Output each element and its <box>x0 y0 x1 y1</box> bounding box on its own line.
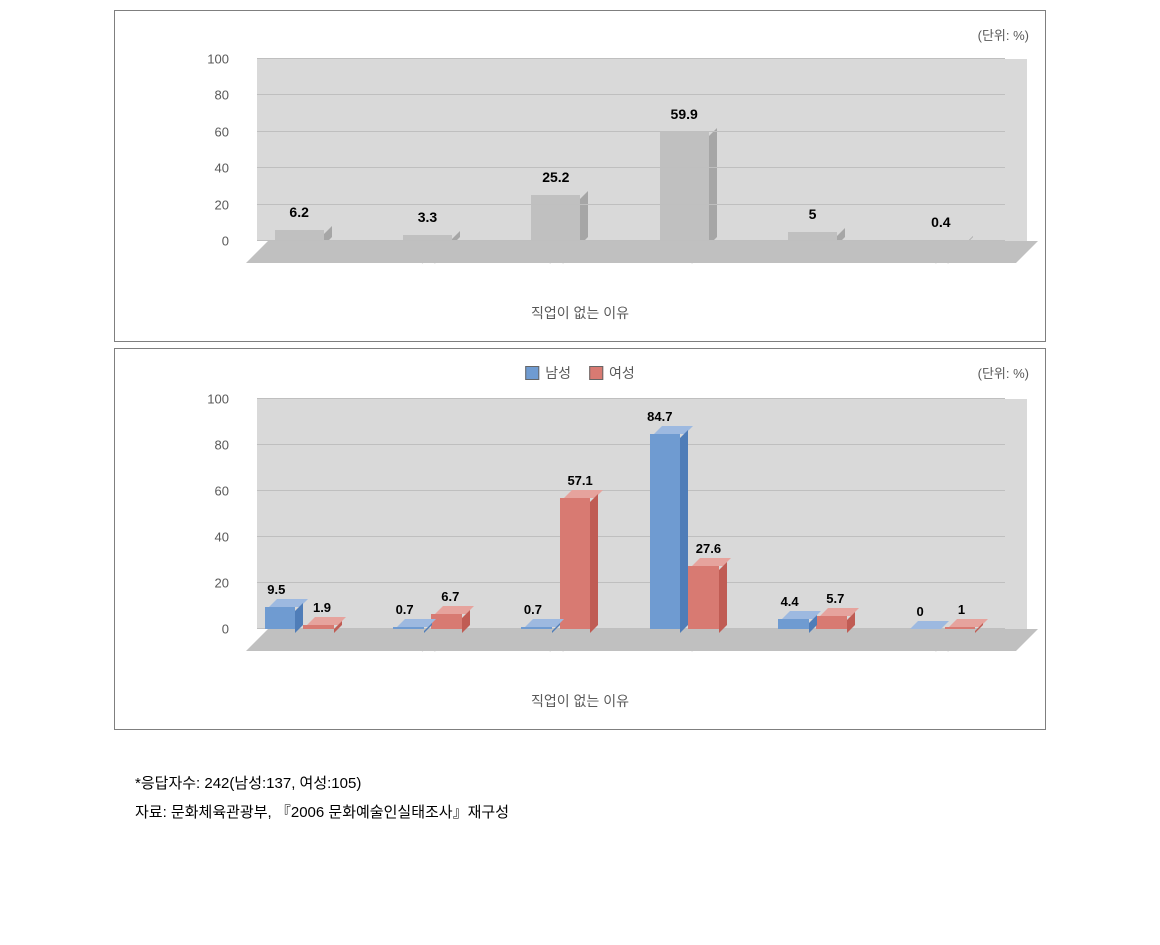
legend-swatch <box>525 366 539 380</box>
category-slot: 84.727.6은퇴 <box>620 399 748 629</box>
value-label: 84.7 <box>647 409 672 424</box>
value-label: 3.3 <box>418 209 437 225</box>
value-label: 0.4 <box>931 214 950 230</box>
category-slot: 9.51.9실업 <box>235 399 363 629</box>
category-slot: 59.9은퇴 <box>620 59 748 241</box>
category-slot: 5건강상 <box>748 59 876 241</box>
y-tick: 0 <box>193 234 229 249</box>
legend-item: 여성 <box>589 363 635 383</box>
category-slot: 0.76.7취학 <box>363 399 491 629</box>
y-tick: 100 <box>193 52 229 67</box>
grid-line <box>257 628 1005 629</box>
bar: 4.4 <box>778 619 809 629</box>
category-slot: 3.3취학 <box>363 59 491 241</box>
bar: 1 <box>945 627 976 629</box>
bar: 1.9 <box>303 625 334 629</box>
value-label: 0.7 <box>396 602 414 617</box>
y-tick: 100 <box>193 392 229 407</box>
bar: 59.9 <box>660 132 709 241</box>
value-label: 57.1 <box>567 473 592 488</box>
y-tick: 20 <box>193 197 229 212</box>
chart-1-plot: 0204060801006.2실업3.3취학25.2가사59.9은퇴5건강상0.… <box>235 59 1005 263</box>
category-slot: 0.757.1가사 <box>492 399 620 629</box>
y-tick: 40 <box>193 161 229 176</box>
value-label: 4.4 <box>781 594 799 609</box>
chart-2-plot: 0204060801009.51.9실업0.76.7취학0.757.1가사84.… <box>235 399 1005 651</box>
y-tick: 80 <box>193 438 229 453</box>
value-label: 0.7 <box>524 602 542 617</box>
bar: 0.7 <box>521 627 552 629</box>
grid-line <box>257 204 1005 205</box>
grid-line <box>257 490 1005 491</box>
value-label: 59.9 <box>671 106 698 122</box>
legend-label: 남성 <box>545 363 571 383</box>
footnotes: *응답자수: 242(남성:137, 여성:105) 자료: 문화체육관광부, … <box>95 770 1065 827</box>
grid-line <box>257 398 1005 399</box>
chart-2-frame: 남성여성 (단위: %) 0204060801009.51.9실업0.76.7취… <box>114 348 1046 730</box>
x-axis-title: 직업이 없는 이유 <box>531 303 629 323</box>
category-slot: 0.4기타 <box>877 59 1005 241</box>
chart-floor <box>246 241 1038 263</box>
legend-swatch <box>589 366 603 380</box>
y-tick: 40 <box>193 530 229 545</box>
legend: 남성 여성 <box>525 363 635 383</box>
y-tick: 0 <box>193 622 229 637</box>
grid-line <box>257 536 1005 537</box>
grid-line <box>257 582 1005 583</box>
bar: 25.2 <box>531 195 580 241</box>
footnote-source: 자료: 문화체육관광부, 『2006 문화예술인실태조사』재구성 <box>135 799 1065 828</box>
grid-line <box>257 167 1005 168</box>
legend-label: 여성 <box>609 363 635 383</box>
y-tick: 60 <box>193 124 229 139</box>
unit-label: (단위: %) <box>978 25 1029 44</box>
bar: 0.7 <box>393 627 424 629</box>
category-slot: 4.45.7건강상 <box>748 399 876 629</box>
category-slot: 6.2실업 <box>235 59 363 241</box>
legend-item: 남성 <box>525 363 571 383</box>
page: (단위: %) 0204060801006.2실업3.3취학25.2가사59.9… <box>0 0 1160 945</box>
bar: 84.7 <box>650 434 681 629</box>
x-axis-title: 직업이 없는 이유 <box>531 691 629 711</box>
bar: 6.7 <box>431 614 462 629</box>
value-label: 5.7 <box>826 591 844 606</box>
footnote-respondents: *응답자수: 242(남성:137, 여성:105) <box>135 770 1065 799</box>
grid-line <box>257 94 1005 95</box>
grid-line <box>257 131 1005 132</box>
value-label: 6.2 <box>289 204 308 220</box>
y-tick: 60 <box>193 484 229 499</box>
y-tick: 20 <box>193 576 229 591</box>
grid-line <box>257 444 1005 445</box>
bar: 57.1 <box>560 498 591 629</box>
value-label: 1 <box>958 602 965 617</box>
value-label: 6.7 <box>441 589 459 604</box>
category-slot: 01기타 <box>877 399 1005 629</box>
grid-line <box>257 58 1005 59</box>
chart-1-frame: (단위: %) 0204060801006.2실업3.3취학25.2가사59.9… <box>114 10 1046 342</box>
value-label: 0 <box>916 604 923 619</box>
value-label: 1.9 <box>313 600 331 615</box>
unit-label: (단위: %) <box>978 363 1029 382</box>
value-label: 5 <box>809 206 817 222</box>
category-slot: 25.2가사 <box>492 59 620 241</box>
value-label: 9.5 <box>267 582 285 597</box>
value-label: 25.2 <box>542 169 569 185</box>
chart-floor <box>246 629 1038 651</box>
bar: 9.5 <box>265 607 296 629</box>
bar: 5.7 <box>816 616 847 629</box>
bar: 27.6 <box>688 566 719 629</box>
y-tick: 80 <box>193 88 229 103</box>
grid-line <box>257 240 1005 241</box>
value-label: 27.6 <box>696 541 721 556</box>
